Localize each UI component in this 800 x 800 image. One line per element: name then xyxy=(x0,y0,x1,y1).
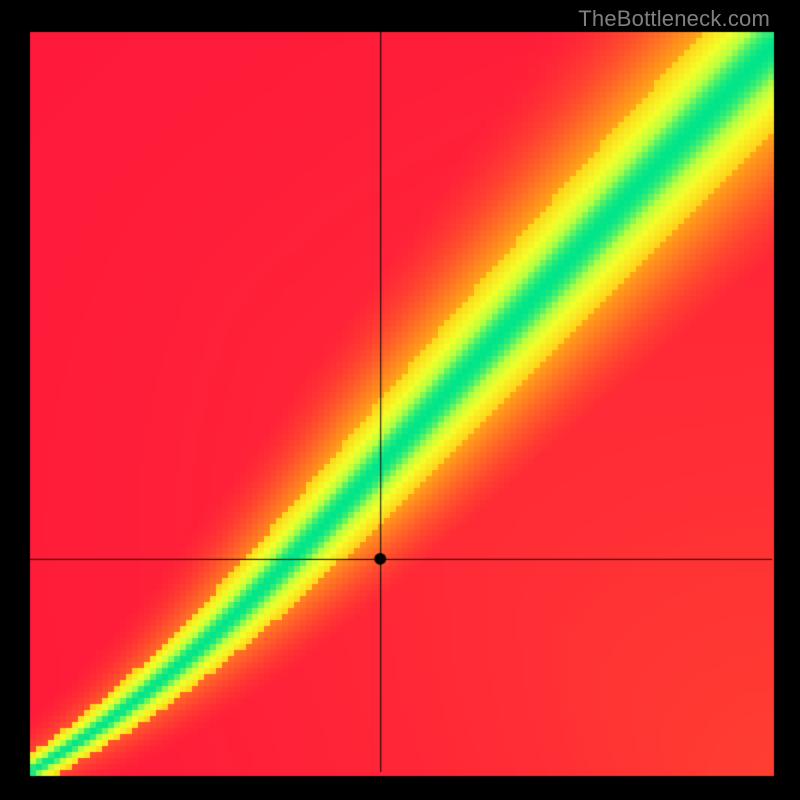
heatmap-canvas xyxy=(0,0,800,800)
chart-container: TheBottleneck.com xyxy=(0,0,800,800)
watermark-text: TheBottleneck.com xyxy=(578,6,770,32)
